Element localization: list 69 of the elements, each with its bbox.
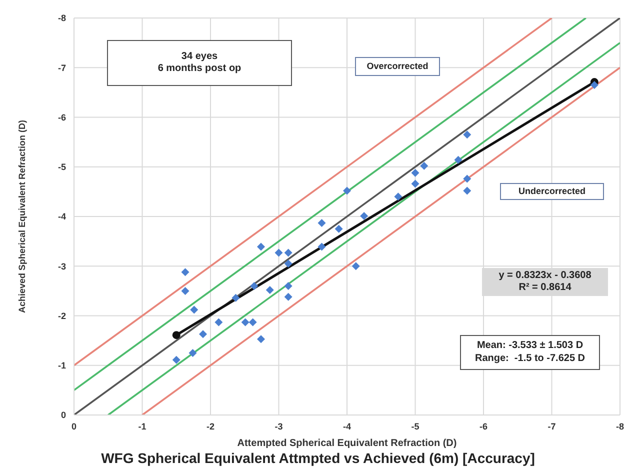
- point: [232, 294, 240, 302]
- x-tick-label: 0: [71, 421, 77, 432]
- x-axis-title: Attempted Spherical Equivalent Refraction (D): [237, 438, 457, 449]
- y-tick-label: -5: [58, 162, 66, 172]
- x-tick-label: -6: [479, 421, 488, 432]
- point: [318, 218, 326, 227]
- point: [266, 286, 274, 294]
- y-tick-label: -4: [58, 212, 66, 222]
- annotation: Undercorrected: [518, 186, 586, 198]
- annotation: Overcorrected: [366, 60, 428, 72]
- point: [420, 162, 428, 170]
- framed-note-box: Overcorrected: [355, 57, 440, 76]
- x-tick-label: -3: [274, 421, 283, 432]
- framed-note-box: 34 eyes 6 months post op: [107, 40, 292, 86]
- point: [214, 318, 223, 326]
- framed-note-box: Mean: -3.533 ± 1.503 D Range: -1.5 to -7.625 D: [460, 335, 600, 370]
- y-tick-label: -2: [58, 310, 66, 321]
- x-tick-label: -2: [206, 421, 215, 432]
- point: [590, 80, 598, 89]
- annotation: Range: -1.5 to -7.625 D: [474, 352, 586, 365]
- point: [181, 286, 190, 295]
- point: [257, 335, 266, 344]
- point: [463, 186, 472, 195]
- annotation: R² = 0.8614: [518, 282, 572, 294]
- point: [248, 318, 257, 326]
- point: [284, 248, 292, 257]
- annotation: 6 months post op: [158, 63, 242, 76]
- point: [360, 212, 368, 220]
- point: [257, 242, 266, 251]
- y-tick-label: -7: [58, 62, 66, 73]
- x-tick-label: -1: [138, 421, 146, 432]
- annotation: Mean: -3.533 ± 1.503 D: [476, 340, 584, 352]
- point: [188, 348, 197, 357]
- point: [352, 262, 360, 270]
- point: [181, 268, 190, 276]
- framed-note-box: Undercorrected: [500, 183, 604, 200]
- point: [411, 180, 420, 188]
- text: WFG Spherical Equivalent Attmpted vs Achieved (6m) [Accuracy]: [100, 450, 536, 466]
- x-tick-label: -8: [616, 421, 624, 432]
- point: [172, 331, 180, 340]
- point: [454, 156, 462, 164]
- y-tick-label: -6: [58, 112, 66, 122]
- point: [394, 192, 402, 201]
- point: [250, 282, 258, 290]
- y-tick-label: -3: [58, 261, 66, 272]
- point: [334, 224, 343, 233]
- point: [284, 260, 292, 268]
- y-tick-label: 0: [60, 410, 66, 420]
- y-tick-label: -1: [58, 360, 66, 371]
- shaded-note-box: y = 0.8323x - 0.3608 R² = 0.8614: [482, 268, 608, 296]
- point: [198, 330, 207, 338]
- annotation: y = 0.8323x - 0.3608: [498, 270, 592, 282]
- x-tick-label: -4: [342, 421, 352, 432]
- x-tick-label: -5: [411, 421, 420, 432]
- point: [274, 248, 283, 257]
- point: [241, 318, 250, 326]
- point: [463, 174, 472, 183]
- y-tick-label: -8: [58, 13, 66, 24]
- point: [190, 306, 198, 314]
- point: [284, 282, 292, 290]
- point: [284, 292, 292, 301]
- point: [318, 242, 326, 251]
- point: [411, 168, 420, 177]
- annotation: 34 eyes: [181, 50, 218, 63]
- point: [172, 356, 180, 364]
- y-axis-title: Achieved Spherical Equivalent Refraction (D): [17, 120, 28, 314]
- point: [463, 130, 472, 139]
- point: [343, 186, 351, 195]
- x-tick-label: -7: [548, 421, 556, 432]
